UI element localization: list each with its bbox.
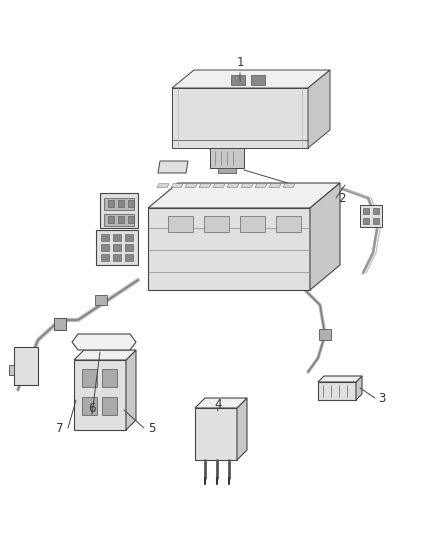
Polygon shape: [148, 208, 310, 290]
Text: 7: 7: [56, 422, 64, 434]
Polygon shape: [318, 376, 362, 382]
Text: 6: 6: [88, 401, 96, 415]
Polygon shape: [319, 329, 331, 340]
Polygon shape: [102, 397, 117, 415]
Polygon shape: [126, 350, 136, 430]
Polygon shape: [118, 200, 124, 207]
Polygon shape: [241, 184, 253, 188]
Polygon shape: [125, 234, 133, 241]
Polygon shape: [356, 376, 362, 400]
Polygon shape: [104, 214, 134, 226]
Polygon shape: [168, 216, 193, 232]
Polygon shape: [172, 88, 308, 148]
Polygon shape: [128, 200, 134, 207]
Polygon shape: [74, 350, 136, 360]
Polygon shape: [128, 216, 134, 223]
Polygon shape: [101, 234, 109, 241]
Polygon shape: [204, 216, 229, 232]
Text: 4: 4: [214, 399, 222, 411]
Polygon shape: [113, 244, 121, 251]
Polygon shape: [360, 205, 382, 227]
Polygon shape: [82, 369, 97, 387]
Text: 5: 5: [148, 422, 155, 434]
Polygon shape: [95, 295, 107, 305]
Polygon shape: [269, 184, 281, 188]
Polygon shape: [104, 198, 134, 210]
Polygon shape: [96, 230, 138, 265]
Polygon shape: [108, 200, 114, 207]
Polygon shape: [158, 161, 188, 173]
Polygon shape: [113, 254, 121, 261]
Polygon shape: [373, 208, 379, 214]
Polygon shape: [157, 184, 169, 188]
Polygon shape: [82, 397, 97, 415]
Polygon shape: [237, 398, 247, 460]
Polygon shape: [108, 216, 114, 223]
Polygon shape: [118, 216, 124, 223]
Polygon shape: [100, 193, 138, 228]
Polygon shape: [172, 70, 330, 88]
Polygon shape: [9, 365, 14, 375]
Polygon shape: [363, 218, 369, 224]
Polygon shape: [218, 168, 236, 173]
Polygon shape: [195, 398, 247, 408]
Polygon shape: [74, 360, 126, 430]
Polygon shape: [14, 347, 38, 385]
Polygon shape: [54, 318, 66, 330]
Polygon shape: [227, 184, 239, 188]
Polygon shape: [199, 184, 211, 188]
Polygon shape: [308, 70, 330, 148]
Polygon shape: [318, 382, 356, 400]
Polygon shape: [373, 218, 379, 224]
Polygon shape: [101, 244, 109, 251]
Polygon shape: [113, 234, 121, 241]
Polygon shape: [363, 208, 369, 214]
Polygon shape: [125, 244, 133, 251]
Polygon shape: [101, 254, 109, 261]
Polygon shape: [148, 183, 340, 208]
Polygon shape: [251, 75, 265, 85]
Polygon shape: [231, 75, 245, 85]
Polygon shape: [171, 184, 183, 188]
Polygon shape: [125, 254, 133, 261]
Polygon shape: [72, 334, 136, 350]
Text: 3: 3: [378, 392, 385, 405]
Polygon shape: [185, 184, 197, 188]
Polygon shape: [276, 216, 301, 232]
Polygon shape: [310, 183, 340, 290]
Polygon shape: [102, 369, 117, 387]
Polygon shape: [213, 184, 225, 188]
Polygon shape: [255, 184, 267, 188]
Text: 1: 1: [236, 55, 244, 69]
Polygon shape: [210, 148, 244, 168]
Polygon shape: [283, 184, 295, 188]
Polygon shape: [240, 216, 265, 232]
Polygon shape: [195, 408, 237, 460]
Text: 2: 2: [338, 191, 346, 205]
